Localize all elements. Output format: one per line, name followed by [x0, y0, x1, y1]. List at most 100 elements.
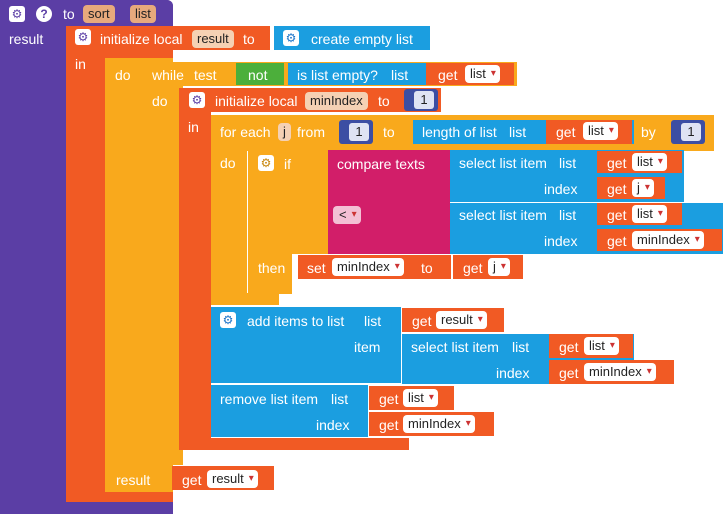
list-variable-dropdown[interactable]: list [632, 153, 667, 171]
if-then-label: then [258, 260, 286, 276]
init-result-to-label: to [243, 31, 255, 47]
procedure-param-field[interactable]: list [130, 5, 156, 23]
gear-icon[interactable]: ⚙ [9, 6, 25, 22]
set-label: set [307, 260, 326, 276]
gear-icon[interactable]: ⚙ [189, 92, 205, 108]
get-label: get [607, 233, 627, 249]
for-each-by-label: by [641, 124, 656, 140]
compare-texts-block[interactable] [328, 150, 450, 254]
for-each-to-label: to [383, 124, 395, 140]
remove-list-item-list-label: list [331, 391, 349, 407]
compare-texts-label: compare texts [337, 156, 425, 172]
list-variable-dropdown[interactable]: list [465, 65, 500, 83]
for-each-do-label: do [220, 155, 236, 171]
get-label: get [556, 124, 576, 140]
do-label: do [115, 67, 131, 83]
select-list-item-index-label: index [544, 233, 578, 249]
init-result-label: initialize local [100, 31, 183, 47]
get-label: get [559, 339, 579, 355]
select-list-item-index-label: index [496, 365, 530, 381]
initialize-local-result-header[interactable] [66, 26, 270, 50]
select-list-item-label: select list item [459, 207, 547, 223]
list-variable-dropdown[interactable]: list [584, 337, 619, 355]
procedure-result-label: result [9, 31, 44, 47]
procedure-to-label: to [63, 6, 75, 22]
return-result-label: result [116, 472, 151, 488]
add-items-item-label: item [354, 339, 381, 355]
get-label: get [607, 181, 627, 197]
result-variable-dropdown[interactable]: result [436, 311, 487, 329]
minindex-variable-dropdown[interactable]: minIndex [403, 415, 475, 433]
initialize-local-minindex-footer[interactable] [179, 438, 409, 450]
list-variable-dropdown[interactable]: list [583, 122, 618, 140]
set-variable-dropdown[interactable]: minIndex [332, 258, 404, 276]
not-label: not [248, 67, 268, 83]
for-each-var-field[interactable]: j [278, 123, 291, 141]
initialize-local-minindex-block[interactable] [179, 88, 211, 450]
init-min-to-label: to [378, 93, 390, 109]
gear-icon[interactable]: ⚙ [75, 29, 91, 45]
select-list-item-label: select list item [411, 339, 499, 355]
get-label: get [412, 313, 432, 329]
gear-icon[interactable]: ⚙ [283, 30, 299, 46]
procedure-name-field[interactable]: sort [83, 5, 115, 23]
set-to-label: to [421, 260, 433, 276]
j-variable-dropdown[interactable]: j [632, 179, 654, 197]
if-footer[interactable] [248, 280, 278, 294]
for-each-label: for each [220, 124, 271, 140]
remove-list-item-label: remove list item [220, 391, 319, 407]
init-min-var-field[interactable]: minIndex [305, 92, 368, 110]
help-icon[interactable]: ? [36, 6, 52, 22]
get-label: get [182, 472, 202, 488]
while-test-label: test [194, 67, 217, 83]
select-list-item-list-label: list [559, 207, 577, 223]
select-list-item-label: select list item [459, 155, 547, 171]
for-each-footer[interactable] [211, 293, 279, 305]
get-label: get [607, 207, 627, 223]
compare-operator-dropdown[interactable]: < [333, 206, 361, 224]
get-label: get [438, 67, 458, 83]
minindex-variable-dropdown[interactable]: minIndex [632, 231, 704, 249]
select-list-item-list-label: list [559, 155, 577, 171]
remove-list-item-index-label: index [316, 417, 350, 433]
add-items-to-list-block[interactable] [211, 307, 401, 383]
list-variable-dropdown[interactable]: list [632, 205, 667, 223]
init-result-in-label: in [75, 56, 86, 72]
number-value[interactable]: 1 [349, 123, 369, 141]
while-block[interactable] [143, 62, 183, 465]
gear-icon[interactable]: ⚙ [258, 155, 274, 171]
length-of-list-list-label: list [509, 124, 527, 140]
add-items-label: add items to list [247, 313, 345, 329]
create-empty-list-label: create empty list [311, 31, 413, 47]
number-value[interactable]: 1 [414, 91, 434, 109]
result-variable-dropdown[interactable]: result [207, 470, 258, 488]
while-do-label: do [152, 93, 168, 109]
select-list-item-index-label: index [544, 181, 578, 197]
remove-list-item-block[interactable] [211, 385, 368, 437]
while-label: while [152, 67, 184, 83]
get-label: get [463, 260, 483, 276]
do-block-header[interactable] [105, 58, 143, 94]
not-block[interactable] [236, 63, 284, 85]
if-label: if [284, 156, 291, 172]
init-result-var-field[interactable]: result [192, 30, 234, 48]
get-label: get [607, 155, 627, 171]
is-list-empty-list-label: list [391, 67, 409, 83]
get-label: get [379, 391, 399, 407]
init-min-label: initialize local [215, 93, 298, 109]
number-value[interactable]: 1 [681, 123, 701, 141]
is-list-empty-label: is list empty? [297, 67, 378, 83]
while-footer[interactable] [143, 451, 183, 465]
select-list-item-list-label: list [512, 339, 530, 355]
j-variable-dropdown[interactable]: j [488, 258, 510, 276]
list-variable-dropdown[interactable]: list [403, 389, 438, 407]
init-min-in-label: in [188, 119, 199, 135]
for-each-from-label: from [297, 124, 325, 140]
add-items-list-label: list [364, 313, 382, 329]
get-label: get [379, 417, 399, 433]
get-label: get [559, 365, 579, 381]
create-empty-list-block[interactable] [274, 26, 430, 50]
gear-icon[interactable]: ⚙ [220, 312, 236, 328]
length-of-list-label: length of list [422, 124, 497, 140]
minindex-variable-dropdown[interactable]: minIndex [584, 363, 656, 381]
